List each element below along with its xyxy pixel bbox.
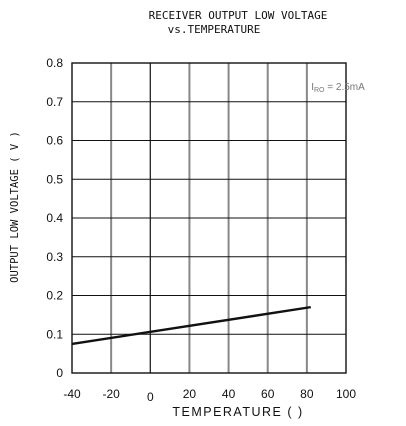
y-tick-label-4: 0.4 xyxy=(46,211,63,225)
x-axis-label: TEMPERATURE ( ) xyxy=(172,405,303,419)
annotation-prefix: I xyxy=(311,82,314,93)
x-tick-label-1: -20 xyxy=(102,387,120,401)
y-tick-labels: 0 0.1 0.2 0.3 0.4 0.5 0.6 0.7 0.8 xyxy=(46,56,63,380)
x-tick-label-2: 0 xyxy=(147,390,154,404)
y-tick-label-6: 0.6 xyxy=(46,134,63,148)
x-tick-label-0: -40 xyxy=(63,387,81,401)
y-tick-label-2: 0.2 xyxy=(46,289,63,303)
chart-title-line1: RECEIVER OUTPUT LOW VOLTAGE xyxy=(149,9,328,22)
series-group xyxy=(71,305,311,346)
y-tick-label-7: 0.7 xyxy=(46,95,63,109)
x-tick-labels: -40 -20 0 20 40 60 80 100 xyxy=(63,387,356,404)
x-tick-label-6: 80 xyxy=(300,387,314,401)
x-tick-label-3: 20 xyxy=(183,387,197,401)
y-tick-label-1: 0.1 xyxy=(46,327,63,341)
y-tick-label-8: 0.8 xyxy=(46,56,63,70)
y-tick-label-3: 0.3 xyxy=(46,250,63,264)
x-tick-label-4: 40 xyxy=(222,387,236,401)
x-tick-label-5: 60 xyxy=(261,387,275,401)
y-tick-label-5: 0.5 xyxy=(46,172,63,186)
series-line-0 xyxy=(71,305,311,346)
annotation-subscript: RO xyxy=(314,87,325,94)
grid xyxy=(71,62,347,374)
x-tick-label-7: 100 xyxy=(336,387,356,401)
y-tick-label-0: 0 xyxy=(56,366,63,380)
plot-frame xyxy=(71,62,347,374)
y-axis-label: OUTPUT LOW VOLTAGE ( V ) xyxy=(9,131,21,283)
annotation-suffix: = 2.5mA xyxy=(324,82,365,93)
current-annotation: IRO = 2.5mA xyxy=(311,82,365,94)
chart-title-line2: vs.TEMPERATURE xyxy=(168,23,261,36)
